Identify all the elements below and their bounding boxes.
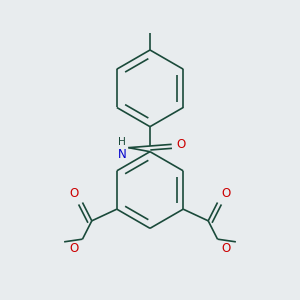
Text: O: O <box>222 242 231 255</box>
Text: O: O <box>69 242 78 255</box>
Text: O: O <box>222 187 231 200</box>
Text: O: O <box>176 138 185 151</box>
Text: H: H <box>118 137 126 147</box>
Text: O: O <box>69 187 78 200</box>
Text: N: N <box>118 148 126 161</box>
